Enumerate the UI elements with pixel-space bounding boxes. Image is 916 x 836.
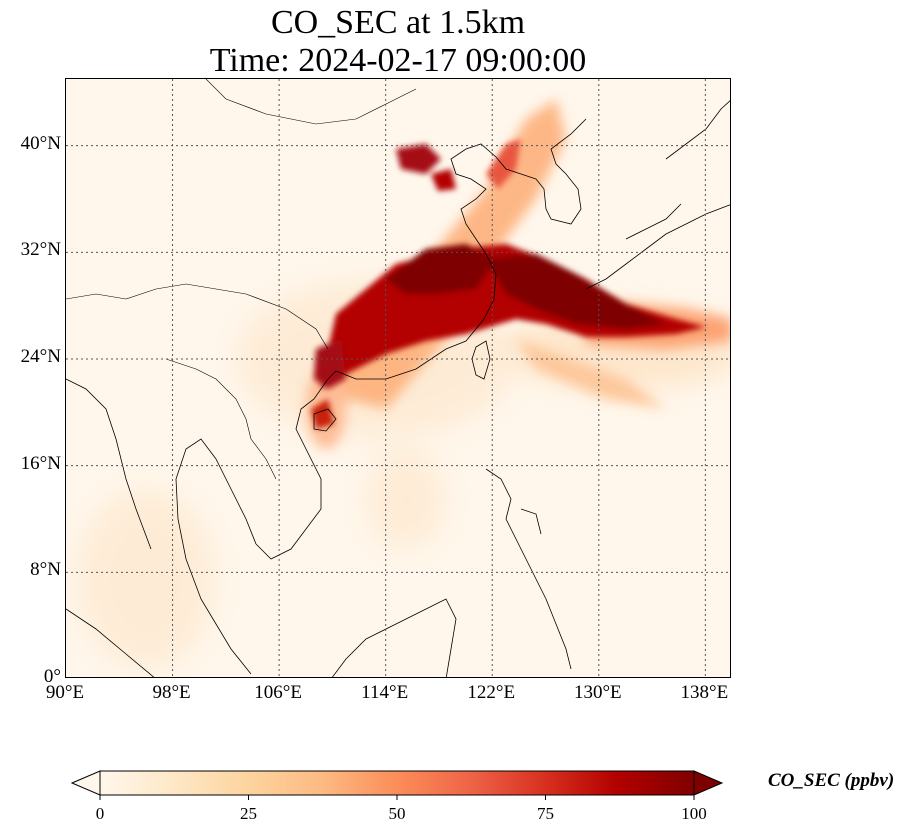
- lat-tick-label-1: 32°N: [20, 239, 61, 261]
- lat-tick-label-5: 0°: [43, 666, 61, 687]
- lat-tick-label-2: 24°N: [20, 346, 61, 367]
- gridlines: [66, 79, 730, 677]
- colorbar-gradient: [99, 770, 695, 796]
- colorbar-tick-label-0: 0: [95, 804, 105, 823]
- colorbar-tick-label-4: 100: [681, 804, 707, 823]
- colorbar-tick-label-2: 50: [388, 804, 406, 823]
- figure-title-line1: CO_SEC at 1.5km: [270, 4, 526, 41]
- figure-title-line2: Time: 2024-02-17 09:00:00: [209, 42, 587, 79]
- colorbar-min-extend: [70, 770, 101, 796]
- colorbar: [70, 770, 724, 800]
- lon-tick-label-1: 98°E: [152, 682, 191, 703]
- map-canvas: [66, 79, 730, 677]
- lat-tick-label-0: 40°N: [20, 132, 61, 154]
- lon-tick-label-2: 106°E: [254, 682, 302, 703]
- lon-tick-label-6: 138°E: [680, 682, 729, 703]
- lon-tick-label-4: 122°E: [467, 682, 516, 703]
- lat-tick-label-4: 8°N: [30, 559, 61, 581]
- colorbar-tick-label-3: 75: [537, 804, 554, 823]
- colorbar-max-extend: [693, 770, 724, 796]
- colorbar-tick-label-1: 25: [240, 804, 257, 823]
- coastlines: [66, 79, 730, 677]
- lon-tick-label-5: 130°E: [573, 682, 622, 703]
- lon-tick-label-3: 114°E: [361, 682, 409, 703]
- lon-tick-label-0: 90°E: [45, 682, 85, 703]
- colorbar-label: CO_SEC (ppbv): [768, 770, 895, 791]
- dense-plume-core: [311, 139, 706, 429]
- lat-tick-label-3: 16°N: [20, 452, 61, 474]
- map-panel: [65, 78, 731, 678]
